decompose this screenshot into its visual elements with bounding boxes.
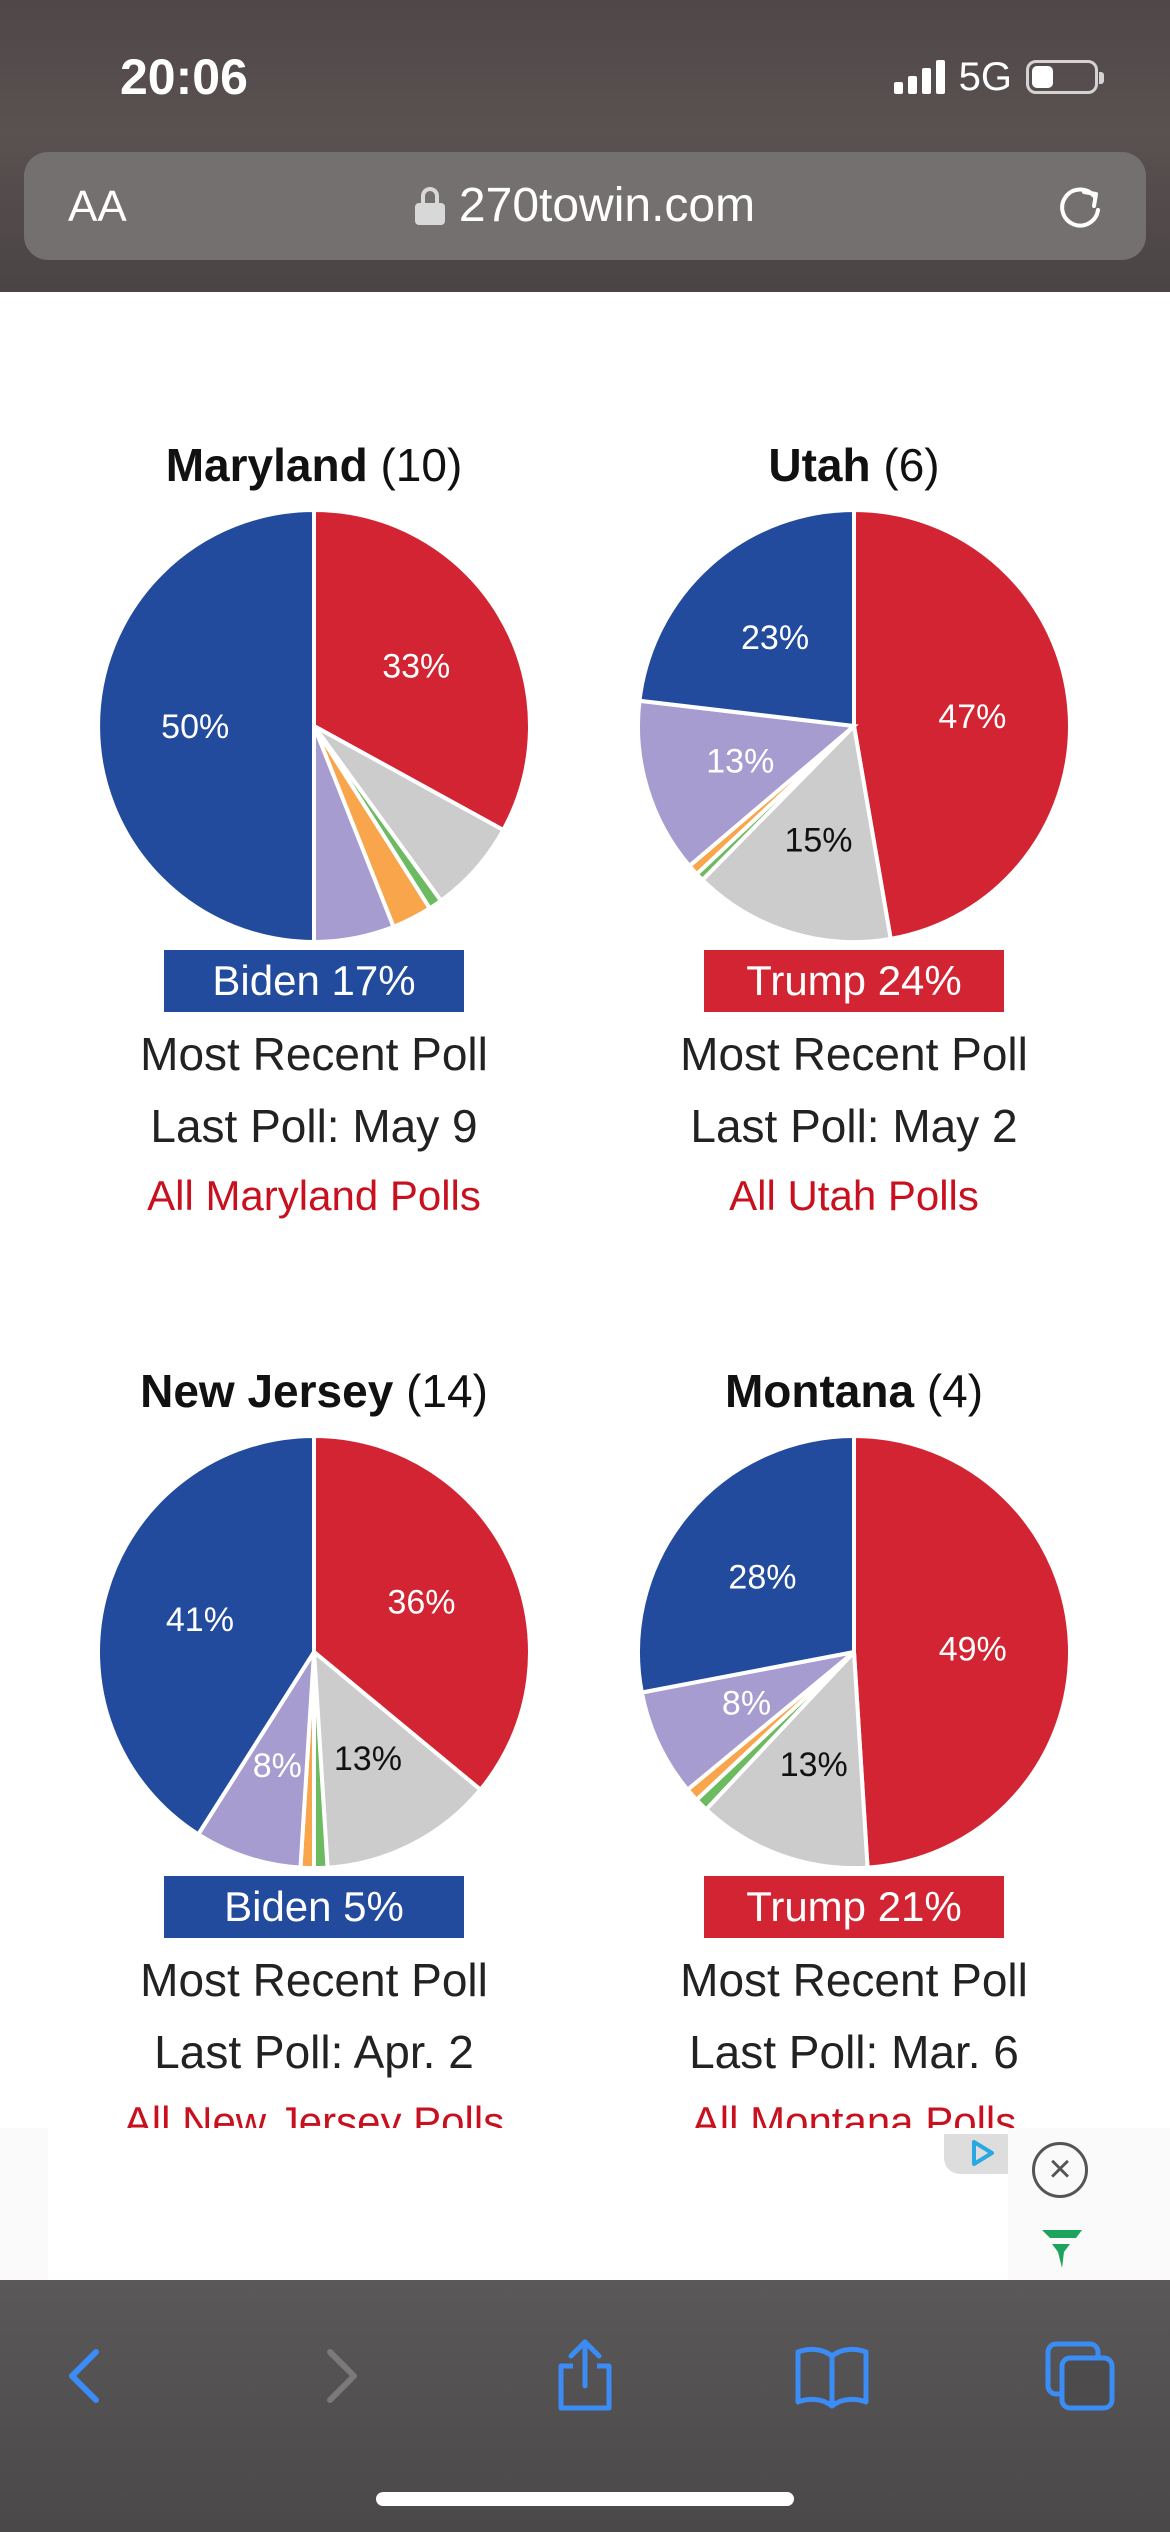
pie-slice-label: 13% (780, 1746, 848, 1784)
close-circle-icon[interactable]: × (1032, 2142, 1088, 2198)
pie-slice[interactable] (852, 507, 1073, 942)
pie-slice[interactable] (703, 1647, 870, 1870)
chevron-left-icon[interactable] (48, 2336, 128, 2416)
pie-slice[interactable] (636, 1433, 856, 1695)
state-name: Montana (724, 1365, 915, 1417)
pie-slice[interactable] (96, 507, 316, 945)
poll-pie-chart[interactable]: 36% 13% 8% 41% (94, 1432, 534, 1872)
pie-slice[interactable] (699, 721, 893, 944)
state-title: Montana (4) (594, 1364, 1114, 1420)
battery-level (1032, 66, 1053, 88)
poll-pie-chart[interactable]: 33% 50% (94, 506, 534, 946)
url-display[interactable]: 270towin.com (24, 178, 1146, 233)
electoral-votes: (10) (380, 439, 463, 491)
page-content: Maryland (10) 33% 50% Biden 17% Most Rece… (0, 292, 1170, 2128)
poll-pie-chart[interactable]: 47% 15% 13% 23% (634, 506, 1074, 946)
status-indicators: 5G (893, 52, 1104, 102)
pie-slice[interactable] (636, 698, 859, 869)
signal-icon (893, 60, 945, 94)
chevron-right-icon[interactable] (298, 2336, 378, 2416)
home-indicator (376, 2492, 794, 2506)
pie-slice[interactable] (96, 1433, 316, 1838)
pie-slice[interactable] (312, 507, 532, 833)
pie-slice-label: 50% (161, 708, 229, 746)
state-title: Utah (6) (594, 438, 1114, 494)
browser-top-bar: 20:06 5G AA 270towin.com (0, 0, 1170, 292)
url-text[interactable]: 270towin.com (458, 179, 756, 232)
browser-toolbar (0, 2280, 1170, 2532)
pie-slice-label: 41% (166, 1601, 234, 1639)
poll-margin-badge: Biden 5% (164, 1876, 464, 1938)
pie-slice-label: 28% (728, 1558, 796, 1596)
state-card: Montana (4) 49% 13% 8% 28% Trump 21% Most R… (594, 1364, 1114, 2128)
last-poll-date: Last Poll: May 9 (150, 1100, 478, 1152)
adchoices-icon[interactable] (944, 2134, 1008, 2174)
state-name: Maryland (165, 439, 368, 491)
reload-icon[interactable] (1054, 180, 1106, 232)
pie-slice[interactable] (312, 1433, 532, 1793)
electoral-votes: (14) (406, 1365, 488, 1417)
battery-icon (1026, 60, 1104, 94)
pie-slice-label: 8% (253, 1747, 302, 1785)
state-card: New Jersey (14) 36% 13% 8% 41% Biden 5% Mos… (54, 1364, 574, 2128)
text-size-button[interactable]: AA (68, 182, 127, 231)
tabs-icon[interactable] (1040, 2336, 1120, 2416)
state-name: New Jersey (140, 1365, 394, 1417)
poll-margin-badge: Biden 17% (164, 950, 464, 1012)
electoral-votes: (4) (926, 1365, 984, 1417)
pie-slice-label: 33% (382, 648, 450, 686)
status-time: 20:06 (120, 49, 248, 105)
all-polls-link[interactable]: All New Jersey Polls (123, 2098, 505, 2128)
ad-banner: × (0, 2128, 1170, 2280)
poll-margin-badge: Trump 24% (704, 950, 1004, 1012)
all-polls-link[interactable]: All Montana Polls (691, 2098, 1017, 2128)
last-poll-date: Last Poll: Mar. 6 (689, 2026, 1019, 2078)
pie-slice[interactable] (637, 507, 856, 729)
pie-slice-label: 8% (722, 1685, 771, 1723)
state-card: Utah (6) 47% 15% 13% 23% Trump 24% Most Rec… (594, 438, 1114, 1226)
poll-type: Most Recent Poll (680, 1954, 1028, 2006)
pie-slice[interactable] (852, 1433, 1073, 1870)
state-name: Utah (768, 439, 871, 491)
book-icon[interactable] (792, 2336, 872, 2416)
state-title: Maryland (10) (54, 438, 574, 494)
poll-margin-badge: Trump 21% (704, 1876, 1004, 1938)
poll-type: Most Recent Poll (680, 1028, 1028, 1080)
state-card: Maryland (10) 33% 50% Biden 17% Most Rece… (54, 438, 574, 1226)
pie-slice-label: 13% (334, 1740, 402, 1778)
share-icon[interactable] (545, 2336, 625, 2416)
last-poll-date: Last Poll: Apr. 2 (154, 2026, 474, 2078)
poll-pie-chart[interactable]: 49% 13%8% 28% (634, 1432, 1074, 1872)
pie-slice[interactable] (639, 1650, 856, 1793)
ad-brand-logo-icon[interactable] (1036, 2222, 1088, 2274)
network-type: 5G (958, 54, 1012, 99)
pie-slice-label: 23% (741, 619, 809, 657)
pie-slice-label: 13% (706, 742, 774, 780)
pie-slice-label: 47% (938, 698, 1006, 736)
all-polls-link[interactable]: All Utah Polls (729, 1172, 979, 1219)
pie-slice-label: 36% (387, 1583, 455, 1621)
state-title: New Jersey (14) (54, 1364, 574, 1420)
pie-slice-label: 15% (784, 821, 852, 859)
electoral-votes: (6) (883, 439, 940, 491)
poll-type: Most Recent Poll (140, 1028, 488, 1080)
lock-icon (414, 186, 445, 225)
pie-slice[interactable] (195, 1650, 316, 1870)
all-polls-link[interactable]: All Maryland Polls (147, 1172, 481, 1219)
address-bar[interactable]: AA 270towin.com (24, 152, 1146, 260)
last-poll-date: Last Poll: May 2 (690, 1100, 1018, 1152)
ad-content[interactable] (48, 2128, 1008, 2280)
pie-slice[interactable] (311, 1647, 484, 1870)
poll-type: Most Recent Poll (140, 1954, 488, 2006)
pie-slice-label: 49% (939, 1630, 1007, 1668)
